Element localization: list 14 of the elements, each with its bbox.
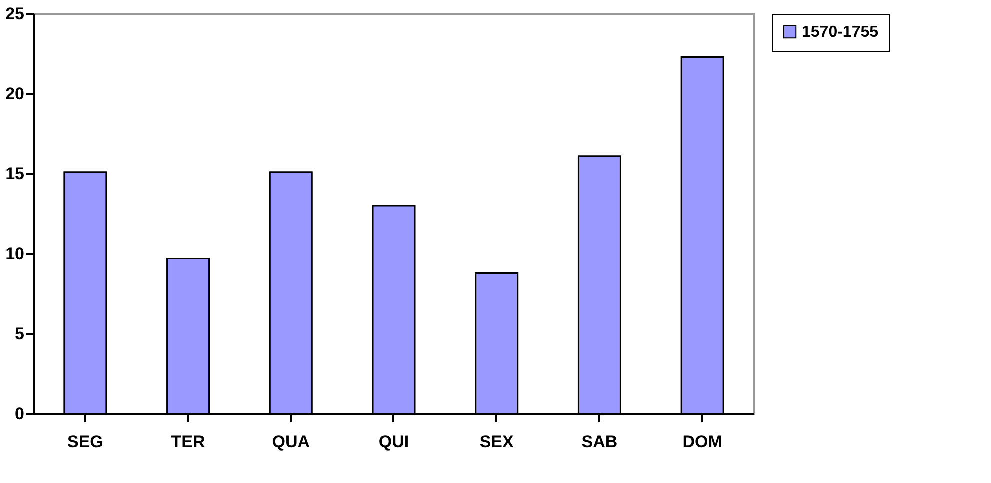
y-tick-label: 5 (15, 324, 24, 344)
y-tick-label: 0 (15, 404, 24, 424)
x-tick-label: SEG (67, 432, 104, 452)
y-tick-label: 15 (6, 164, 24, 184)
y-tick-label: 10 (6, 244, 24, 264)
x-tick-label: QUA (272, 432, 310, 452)
x-tick-label: SAB (582, 432, 618, 452)
y-tick-label: 20 (6, 84, 24, 104)
y-tick-label: 25 (6, 4, 24, 24)
legend-label: 1570-1755 (802, 24, 879, 41)
x-tick-label: QUI (378, 432, 410, 452)
x-tick-label: TER (171, 432, 206, 452)
x-tick-label: SEX (480, 432, 515, 452)
x-tick-label: DOM (682, 432, 722, 452)
